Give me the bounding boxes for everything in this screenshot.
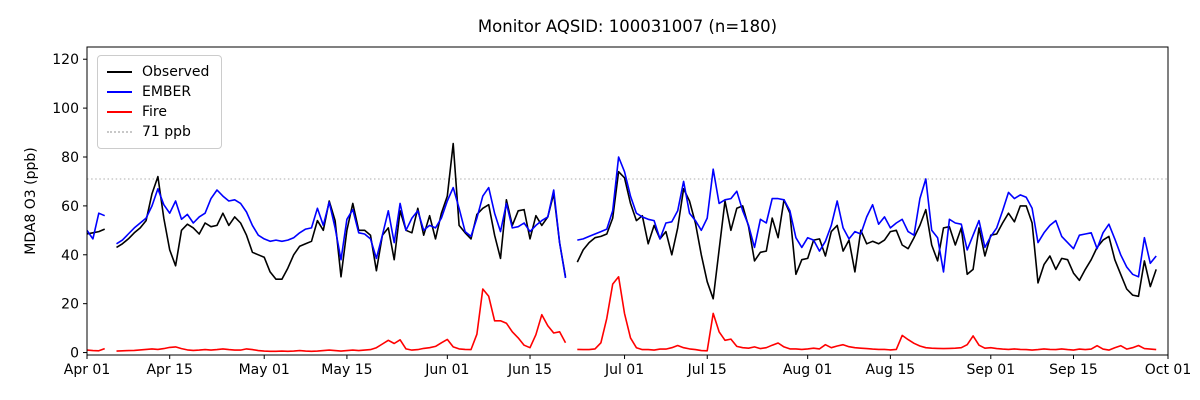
legend-swatch-ember-line xyxy=(107,91,132,93)
series-line-ember xyxy=(87,156,1157,279)
x-tick-label: Oct 01 xyxy=(1145,362,1191,378)
legend-item-observed: Observed xyxy=(107,62,209,82)
legend-item-fire: Fire xyxy=(107,102,209,122)
x-tick-label: Jun 01 xyxy=(424,362,469,378)
x-tick-label: Apr 01 xyxy=(64,362,110,378)
y-tick-label: 120 xyxy=(52,52,79,68)
legend-item-threshold: 71 ppb xyxy=(107,122,209,142)
x-tick-label: Sep 15 xyxy=(1049,362,1098,378)
y-tick-label: 20 xyxy=(61,297,79,313)
y-tick-label: 100 xyxy=(52,101,79,117)
y-axis-label: MDA8 O3 (ppb) xyxy=(23,147,39,255)
x-tick-label: Jul 01 xyxy=(604,362,644,378)
x-tick-label: Jul 15 xyxy=(687,362,727,378)
plot-frame xyxy=(86,46,1169,356)
legend-label-observed: Observed xyxy=(142,64,210,80)
x-tick-label: Aug 15 xyxy=(866,362,916,378)
legend-swatch-observed-line xyxy=(107,71,132,73)
legend-label-fire: Fire xyxy=(142,104,167,120)
legend-label-ember: EMBER xyxy=(142,84,192,100)
legend-swatch-threshold-dotted-line xyxy=(107,131,132,133)
series-line-fire xyxy=(87,276,1157,353)
legend-item-ember: EMBER xyxy=(107,82,209,102)
chart-title: Monitor AQSID: 100031007 (n=180) xyxy=(477,17,778,36)
x-tick-label: May 15 xyxy=(321,362,372,378)
x-tick-label: Aug 01 xyxy=(783,362,833,378)
x-tick-label: Sep 01 xyxy=(966,362,1015,378)
legend-label-threshold: 71 ppb xyxy=(142,124,191,140)
y-tick-label: 60 xyxy=(61,199,79,215)
x-tick-label: Apr 15 xyxy=(146,362,192,378)
legend: Observed EMBER Fire 71 ppb xyxy=(97,55,223,149)
y-tick-label: 80 xyxy=(61,150,79,166)
series-line-observed xyxy=(87,142,1157,300)
legend-swatch-fire-line xyxy=(107,111,132,113)
y-tick-label: 40 xyxy=(61,248,79,264)
x-tick-label: Jun 15 xyxy=(507,362,552,378)
x-tick-label: May 01 xyxy=(239,362,290,378)
y-tick-label: 0 xyxy=(70,346,79,362)
